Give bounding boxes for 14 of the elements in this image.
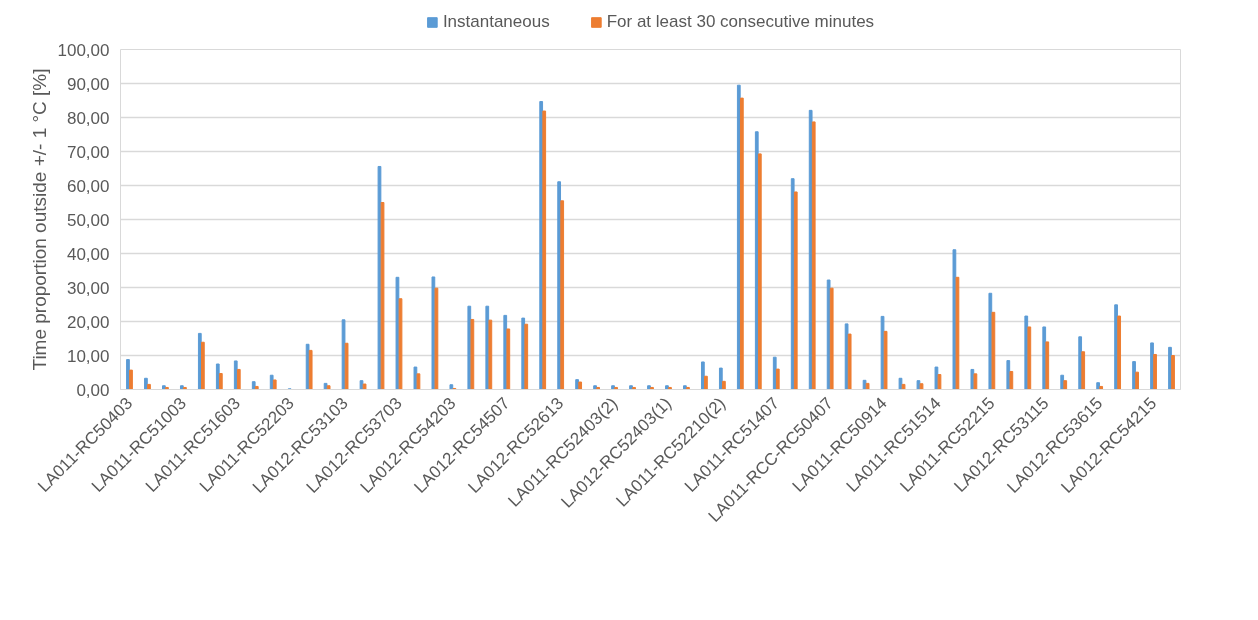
y-tick-label: 0,00 [76, 380, 110, 400]
y-axis-title: Time proportion outside +/- 1 °C [%] [28, 68, 50, 371]
y-tick-label: 50,00 [66, 210, 110, 230]
y-tick-label: 10,00 [66, 346, 110, 366]
y-tick-label: 80,00 [66, 108, 110, 128]
y-tick-label: 90,00 [66, 74, 110, 94]
y-tick-label: 60,00 [66, 176, 110, 196]
y-tick-label: 70,00 [66, 142, 110, 162]
y-tick-label: 40,00 [66, 244, 110, 264]
y-tick-label: 30,00 [66, 278, 110, 298]
y-tick-label: 20,00 [66, 312, 110, 332]
legend-label: Instantaneous [442, 12, 550, 32]
y-tick-label: 100,00 [57, 40, 110, 60]
legend-label: For at least 30 consecutive minutes [606, 12, 875, 32]
